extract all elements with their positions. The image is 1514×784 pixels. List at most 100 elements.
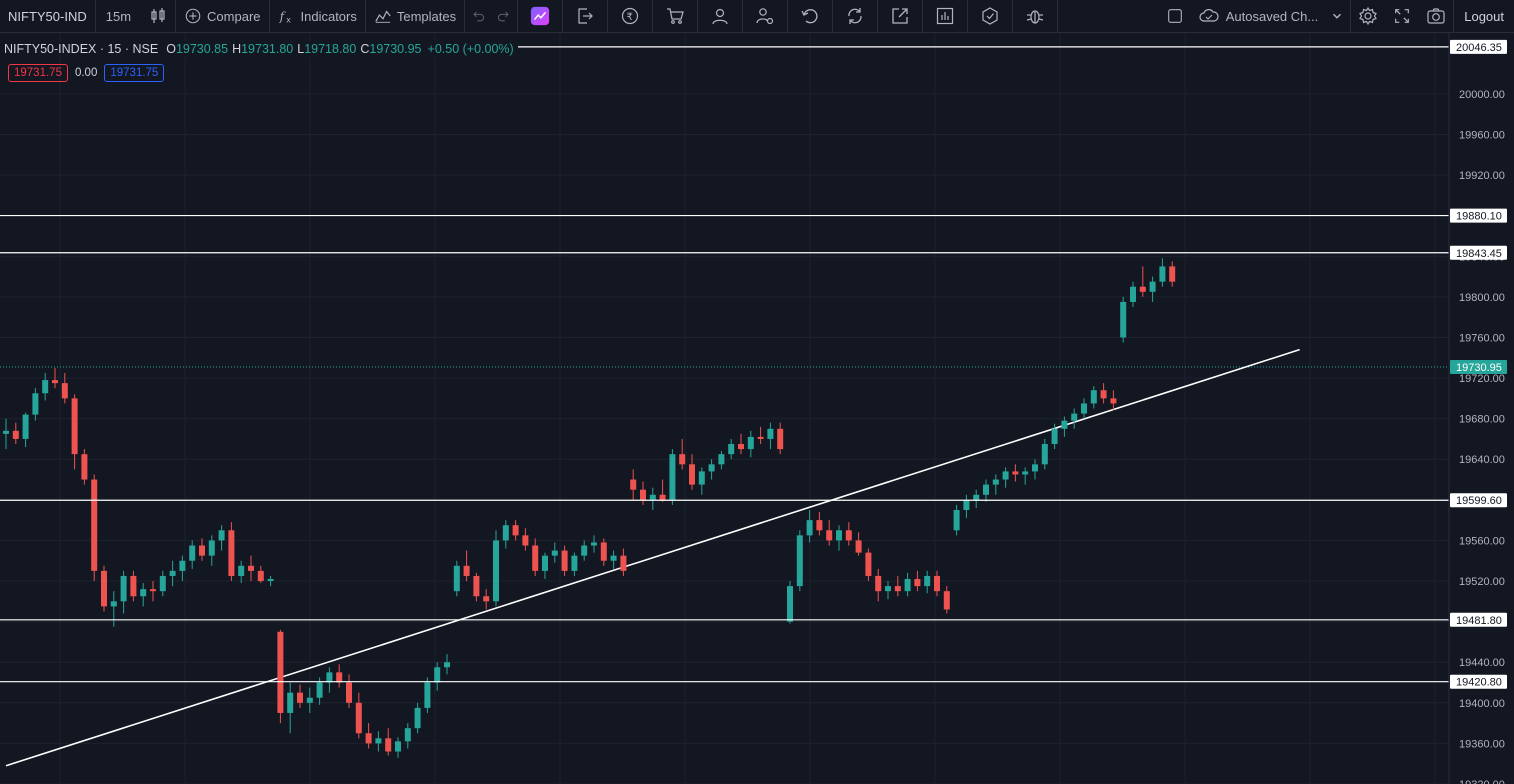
symbol-button[interactable]: NIFTY50-IND (8, 8, 87, 24)
candle-body (620, 555, 627, 571)
buy-button[interactable]: 19731.75 (104, 64, 165, 82)
svg-text:₹: ₹ (627, 12, 633, 23)
candle (3, 418, 9, 450)
legend-high-key: H (232, 42, 242, 56)
cart-icon[interactable] (653, 0, 697, 33)
price-tick-label: 19560.00 (1459, 535, 1505, 547)
candle (591, 535, 597, 553)
legend-high-value: 19731.80 (241, 42, 294, 56)
toolbar-divider (364, 0, 366, 33)
fullscreen-icon[interactable] (1385, 0, 1419, 33)
candle (698, 467, 705, 495)
candle (159, 570, 166, 597)
candle-body (698, 471, 705, 485)
compare-button[interactable]: Compare (176, 0, 268, 33)
candle (375, 731, 382, 752)
candle (257, 565, 264, 584)
toolbar-divider (268, 0, 270, 33)
rotate-ccw-icon[interactable] (788, 0, 832, 33)
price-axis-bg[interactable] (1449, 33, 1514, 784)
candle-body (453, 565, 460, 592)
candle-body (1169, 266, 1176, 282)
rupee-icon[interactable]: ₹ (608, 0, 652, 33)
candle (434, 662, 441, 691)
external-link-icon[interactable] (878, 0, 922, 33)
spread-value: 0.00 (74, 67, 98, 79)
sell-button[interactable]: 19731.75 (8, 64, 68, 82)
refresh-icon[interactable] (833, 0, 877, 33)
candle-body (81, 454, 88, 480)
logout-button[interactable]: Logout (1464, 8, 1504, 24)
price-tick-label: 20000.00 (1459, 89, 1505, 101)
candle-body (512, 525, 519, 536)
candle-body (52, 380, 58, 384)
candle-body (973, 494, 980, 500)
chart-legend[interactable]: NIFTY50-INDEX · 15 · NSE O 19730.85 H 19… (0, 41, 518, 57)
candle-body (395, 741, 401, 752)
trendline-layer (5, 348, 1300, 767)
candle (238, 560, 245, 584)
candle (1022, 467, 1029, 485)
candle-body (777, 428, 784, 450)
candle (169, 560, 176, 587)
candle (767, 422, 774, 450)
chart-canvas[interactable]: 20000.0019960.0019920.0019880.0019840.00… (0, 33, 1514, 784)
candle-body (728, 444, 735, 455)
chart-area[interactable]: 20000.0019960.0019920.0019880.0019840.00… (0, 33, 1514, 784)
candle (581, 540, 588, 561)
exit-icon[interactable] (563, 0, 607, 33)
cloud-icon (1199, 9, 1219, 22)
candle-body (610, 555, 617, 561)
bug-icon[interactable] (1013, 0, 1057, 33)
candle (1041, 438, 1048, 470)
undo-icon[interactable] (465, 0, 491, 33)
redo-icon[interactable] (491, 0, 517, 33)
candle (610, 550, 617, 569)
candle (620, 548, 627, 576)
candle (52, 367, 58, 389)
candle-body (257, 570, 264, 582)
price-axis-labels: 20046.35 19880.10 19843.45 19599.60 19481.80… (1450, 39, 1507, 689)
bar-chart-icon[interactable] (923, 0, 967, 33)
candle-body (894, 586, 901, 592)
candle-body (747, 436, 754, 450)
candle-body (649, 494, 656, 500)
candle (179, 555, 186, 582)
toolbar-divider (517, 0, 519, 33)
line-price-label: 19843.45 (1450, 245, 1507, 260)
candle (718, 451, 725, 470)
candle (600, 538, 607, 566)
legend-open-value: 19730.85 (175, 42, 229, 56)
trendline[interactable] (5, 348, 1300, 767)
candle-body (806, 520, 813, 536)
candle (1110, 390, 1117, 411)
toolbar-divider (877, 0, 879, 33)
candle (150, 581, 156, 602)
toolbar-divider (94, 0, 96, 33)
templates-button[interactable]: Templates (366, 0, 464, 33)
user-icon[interactable] (698, 0, 742, 33)
candle-body (1071, 413, 1078, 421)
candle (1090, 386, 1097, 409)
interval-button[interactable]: 15m (105, 8, 132, 24)
camera-icon[interactable] (1419, 0, 1453, 33)
candle (218, 525, 225, 551)
candles-icon[interactable] (141, 0, 175, 33)
autosave-layout-button[interactable]: Autosaved Ch... (1192, 0, 1351, 33)
candle (502, 520, 509, 549)
candle (1159, 258, 1166, 287)
candle-body (1130, 286, 1136, 302)
trend-icon[interactable] (518, 0, 562, 33)
gear-icon[interactable] (1351, 0, 1385, 33)
legend-close-value: 19730.95 (369, 42, 422, 56)
toolbar-divider (697, 0, 699, 33)
candle-body (1012, 471, 1019, 475)
shield-check-icon[interactable] (968, 0, 1012, 33)
candle (983, 479, 989, 502)
candle-body (669, 454, 676, 500)
checkbox-icon[interactable] (1158, 0, 1192, 33)
candle-body (365, 733, 372, 744)
candle (992, 474, 999, 495)
user-settings-icon[interactable] (743, 0, 787, 33)
